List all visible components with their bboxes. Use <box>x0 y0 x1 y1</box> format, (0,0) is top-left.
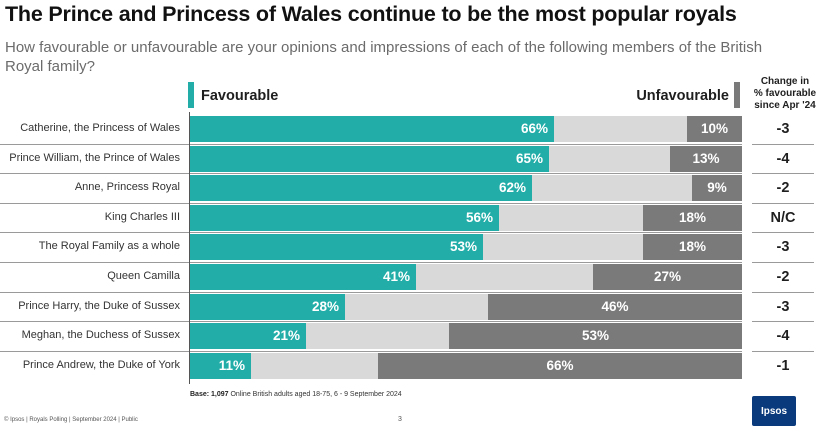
favourable-value-label: 28% <box>311 298 339 314</box>
row-divider <box>0 173 742 174</box>
unfavourable-value-label: 53% <box>581 328 610 344</box>
unfavourable-value-label: 27% <box>653 269 682 284</box>
unfavourable-bar <box>378 352 742 379</box>
change-value: -3 <box>776 239 790 256</box>
favourable-value-label: 53% <box>449 239 477 255</box>
change-value: -2 <box>776 269 790 285</box>
favourable-bar <box>190 293 345 320</box>
change-value: -3 <box>776 298 790 315</box>
neutral-bar <box>499 204 643 231</box>
favourable-value-label: 21% <box>272 328 300 344</box>
row-label: Meghan, the Duchess of Sussex <box>21 329 180 342</box>
favourable-legend-swatch <box>188 82 194 108</box>
base-note: Base: 1,097 Online British adults aged 1… <box>190 391 402 398</box>
unfavourable-bar <box>449 323 742 350</box>
base-note-bold: Base: 1,097 <box>190 391 229 398</box>
unfavourable-bar <box>593 264 742 290</box>
favourable-value-label: 56% <box>465 209 493 225</box>
neutral-bar <box>532 175 692 202</box>
footer-text: © Ipsos | Royals Polling | September 202… <box>4 417 138 423</box>
change-value: -1 <box>776 357 790 374</box>
neutral-bar <box>416 264 593 290</box>
change-value: -3 <box>776 121 790 137</box>
unfavourable-value-label: 46% <box>601 298 629 314</box>
row-label: Catherine, the Princess of Wales <box>20 122 180 134</box>
row-label: Prince Andrew, the Duke of York <box>22 358 180 371</box>
unfavourable-value-label: 18% <box>678 239 707 255</box>
unfavourable-legend-label: Unfavourable <box>636 88 729 104</box>
change-divider <box>752 351 814 352</box>
row-label: Prince William, the Prince of Wales <box>9 151 180 164</box>
chart-title: The Prince and Princess of Wales continu… <box>5 2 737 26</box>
change-value: -4 <box>776 328 790 345</box>
favourable-legend-label: Favourable <box>201 88 279 104</box>
row-divider <box>0 351 742 352</box>
favourable-bar <box>190 352 251 379</box>
change-divider <box>752 232 814 233</box>
neutral-bar <box>306 323 449 350</box>
row-label: Prince Harry, the Duke of Sussex <box>18 299 180 312</box>
favourable-bar <box>190 116 554 142</box>
row-label: Queen Camilla <box>107 270 180 282</box>
unfavourable-value-label: 18% <box>678 209 707 225</box>
row-divider <box>0 144 742 145</box>
favourable-bar <box>190 323 306 350</box>
unfavourable-bar <box>687 116 742 142</box>
row-divider <box>0 262 742 263</box>
change-header-line-2: % favourable <box>753 88 817 99</box>
neutral-bar <box>345 293 488 320</box>
neutral-bar <box>549 145 670 172</box>
change-header-line-3: since Apr '24 <box>754 100 816 111</box>
favourable-bar <box>190 234 483 261</box>
unfavourable-bar <box>692 175 742 202</box>
unfavourable-legend-swatch <box>734 82 740 108</box>
neutral-bar <box>483 234 643 261</box>
favourable-value-label: 41% <box>382 269 410 284</box>
favourable-value-label: 62% <box>498 180 526 196</box>
change-divider <box>752 321 814 322</box>
change-value: -4 <box>776 150 790 167</box>
favourable-bar <box>190 264 416 290</box>
row-divider <box>0 321 742 322</box>
change-divider <box>752 292 814 293</box>
neutral-bar <box>251 352 378 379</box>
unfavourable-bar <box>643 234 742 261</box>
row-divider <box>0 292 742 293</box>
row-label: The Royal Family as a whole <box>38 240 180 253</box>
base-note-text: Online British adults aged 18-75, 6 - 9 … <box>228 391 402 398</box>
favourable-bar <box>190 204 499 231</box>
chart-axis-line <box>189 112 190 384</box>
row-label: Anne, Princess Royal <box>74 181 180 194</box>
unfavourable-bar <box>488 293 742 320</box>
favourable-bar <box>190 175 532 202</box>
favourable-bar <box>190 145 549 172</box>
unfavourable-value-label: 66% <box>546 357 574 373</box>
change-header-line-1: Change in <box>760 76 810 87</box>
unfavourable-value-label: 9% <box>707 180 727 196</box>
unfavourable-value-label: 13% <box>692 150 720 166</box>
unfavourable-bar <box>643 204 742 231</box>
change-column-header: Change in % favourable since Apr '24 <box>750 76 820 112</box>
ipsos-logo: Ipsos <box>752 396 796 426</box>
favourable-value-label: 11% <box>218 357 245 373</box>
neutral-bar <box>554 116 687 142</box>
change-divider <box>752 173 814 174</box>
row-divider <box>0 232 742 233</box>
favourable-value-label: 66% <box>520 121 548 136</box>
row-label: King Charles III <box>104 210 180 223</box>
change-value: N/C <box>770 209 796 226</box>
change-divider <box>752 203 814 204</box>
row-divider <box>0 203 742 204</box>
page-number: 3 <box>398 416 402 423</box>
unfavourable-bar <box>670 145 742 172</box>
change-divider <box>752 262 814 263</box>
favourable-value-label: 65% <box>515 150 543 166</box>
change-value: -2 <box>776 180 790 197</box>
chart-subtitle: How favourable or unfavourable are your … <box>5 39 763 75</box>
unfavourable-value-label: 10% <box>700 121 729 136</box>
change-divider <box>752 144 814 145</box>
